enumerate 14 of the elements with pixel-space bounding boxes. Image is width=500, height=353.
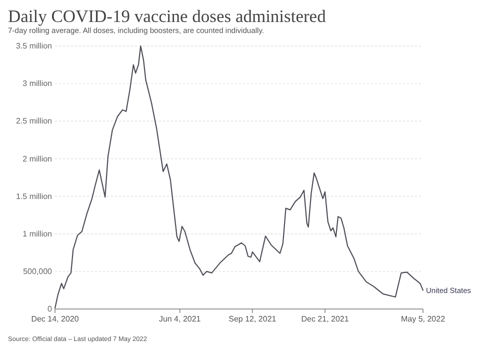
y-tick-label: 0 (48, 304, 53, 314)
y-tick-label: 3.5 million (16, 42, 52, 51)
x-tick-label: Sep 12, 2021 (228, 314, 277, 324)
x-tick-label: Dec 14, 2020 (31, 314, 80, 324)
y-tick-label: 1.5 million (16, 192, 52, 201)
y-tick-label: 2.5 million (16, 116, 52, 126)
y-tick-label: 3 million (22, 79, 52, 88)
chart-title: Daily COVID-19 vaccine doses administered (8, 6, 326, 26)
y-tick-label: 2 million (22, 154, 52, 164)
y-tick-label: 500,000 (23, 266, 53, 276)
x-tick-label: May 5, 2022 (400, 314, 446, 324)
x-tick-label: Dec 21, 2021 (301, 314, 350, 324)
y-tick-label: 1 million (22, 229, 52, 238)
x-tick-label: Jun 4, 2021 (158, 314, 202, 324)
